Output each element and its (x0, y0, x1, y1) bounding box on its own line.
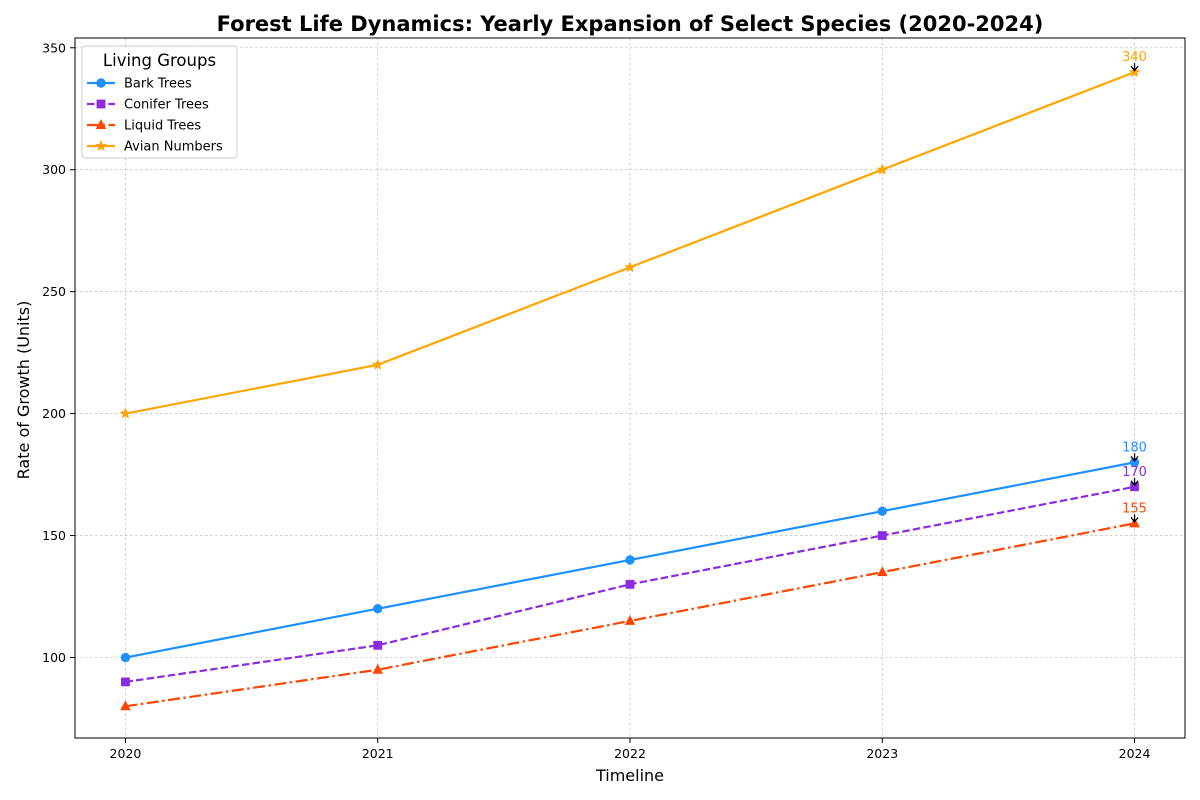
grid (75, 38, 1185, 738)
end-value-label: 170 (1122, 465, 1147, 480)
end-annotations: 180 170 155 340 (1122, 50, 1147, 522)
data-point-marker (121, 653, 130, 662)
y-tick-label: 250 (42, 284, 66, 299)
data-point-marker (373, 360, 383, 369)
x-tick-label: 2024 (1119, 746, 1151, 761)
data-point-marker (878, 165, 888, 174)
data-point-marker (626, 556, 635, 565)
end-value-label: 340 (1122, 50, 1147, 65)
x-tick-label: 2023 (866, 746, 898, 761)
x-axis-label: Timeline (595, 766, 664, 785)
y-tick-label: 150 (42, 528, 66, 543)
legend-title: Living Groups (103, 51, 216, 70)
data-point-marker (878, 567, 887, 576)
data-point-marker (625, 616, 634, 625)
end-value-label: 180 (1122, 440, 1147, 455)
x-tick-label: 2020 (110, 746, 142, 761)
legend: Living Groups Bark Trees Conifer Trees Liqu… (82, 46, 237, 158)
data-point-marker (121, 409, 131, 418)
chart-title: Forest Life Dynamics: Yearly Expansion o… (217, 12, 1044, 36)
x-tick-label: 2021 (362, 746, 394, 761)
end-value-label: 155 (1122, 501, 1147, 516)
x-tick-label: 2022 (614, 746, 646, 761)
data-point-marker (374, 641, 382, 649)
legend-marker (97, 79, 106, 88)
data-point-marker (373, 604, 382, 613)
data-point-marker (626, 580, 634, 588)
legend-entry-label: Avian Numbers (124, 140, 223, 155)
y-axis-label: Rate of Growth (Units) (14, 301, 33, 480)
data-point-marker (121, 678, 129, 686)
y-tick-label: 350 (42, 40, 66, 55)
y-tick-label: 100 (42, 650, 66, 665)
legend-entry-label: Bark Trees (124, 77, 192, 92)
legend-entry-label: Conifer Trees (124, 98, 209, 113)
y-tick-label: 300 (42, 162, 66, 177)
y-tick-label: 200 (42, 406, 66, 421)
data-point-marker (878, 532, 886, 540)
legend-marker (97, 100, 105, 108)
data-point-marker (878, 507, 887, 516)
legend-entry-label: Liquid Trees (124, 119, 201, 134)
